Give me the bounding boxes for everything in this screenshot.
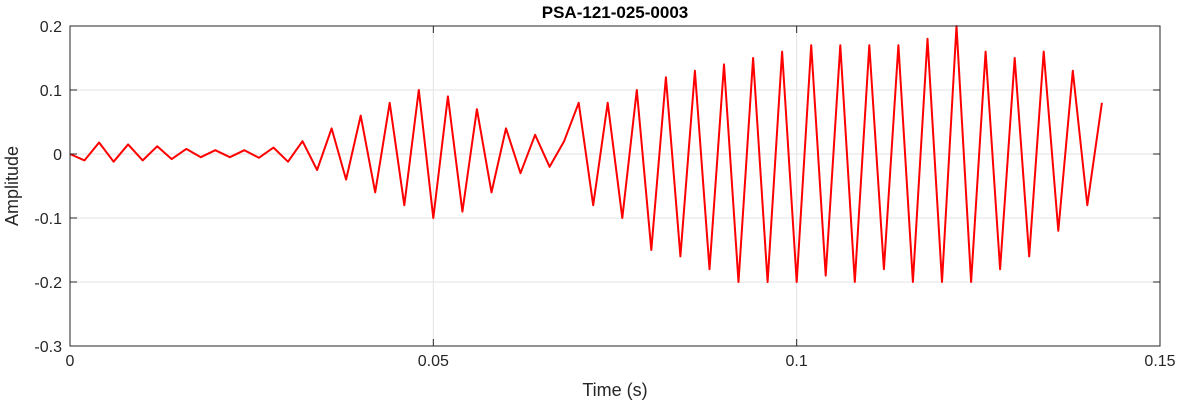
plot-frame [69, 25, 1161, 347]
y-tick-label: 0 [53, 147, 62, 164]
y-tick-label: -0.2 [34, 275, 62, 292]
y-tick-label: 0.1 [40, 83, 62, 100]
x-tick-label: 0.15 [1144, 353, 1175, 370]
y-axis-label: Amplitude [2, 146, 22, 226]
x-tick-label: 0.05 [418, 353, 449, 370]
series-line [69, 25, 1103, 283]
y-axis-ticks: -0.3 -0.2 -0.1 0 0.1 0.2 [34, 19, 1160, 356]
y-tick-label: -0.1 [34, 211, 62, 228]
series-layer [69, 25, 1103, 283]
x-axis-label: Time (s) [582, 380, 647, 400]
y-tick-label: -0.3 [34, 339, 62, 356]
y-tick-label: 0.2 [40, 19, 62, 36]
chart-title: PSA-121-025-0003 [542, 3, 688, 22]
x-tick-label: 0.1 [786, 353, 808, 370]
x-axis-ticks: 0 0.05 0.1 0.15 [66, 26, 1176, 370]
x-tick-label: 0 [66, 353, 75, 370]
plot-background [70, 26, 1160, 346]
